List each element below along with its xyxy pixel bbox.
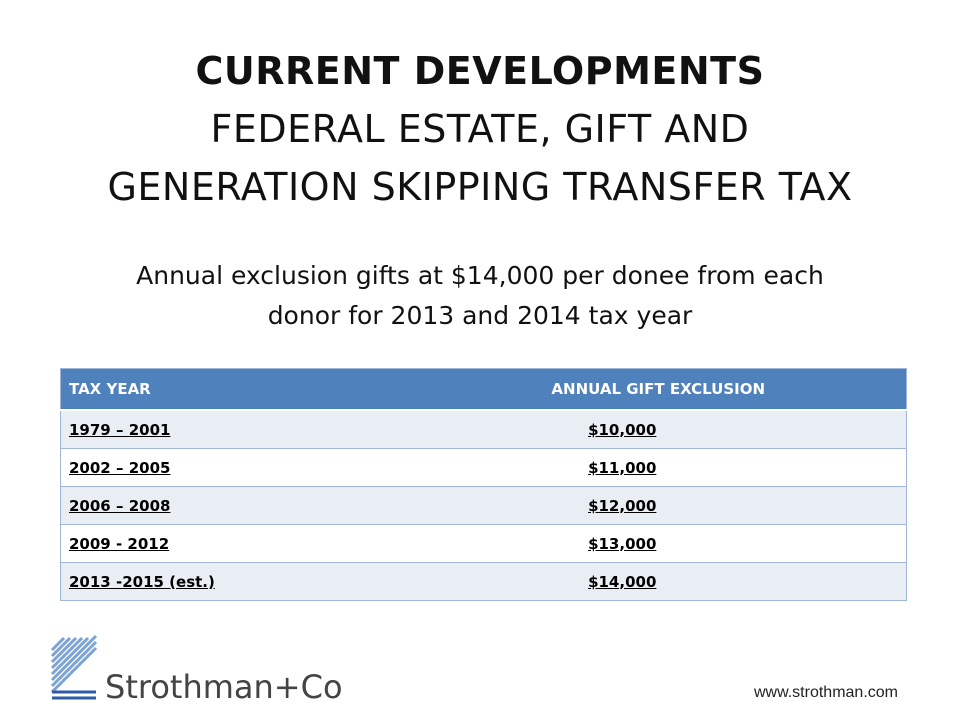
slide-subtitle: Annual exclusion gifts at $14,000 per do… xyxy=(50,256,910,336)
website-url[interactable]: www.strothman.com xyxy=(753,684,898,701)
table-row: 2009 - 2012 $13,000 xyxy=(60,524,907,563)
cell-tax-year: 1979 – 2001 xyxy=(60,409,411,449)
table-row: 2006 – 2008 $12,000 xyxy=(60,486,907,525)
table-row: 2013 -2015 (est.) $14,000 xyxy=(60,562,907,601)
cell-exclusion: $12,000 xyxy=(410,486,907,525)
cell-tax-year: 2009 - 2012 xyxy=(60,524,411,563)
table-header-row: TAX YEAR ANNUAL GIFT EXCLUSION xyxy=(60,368,907,411)
cell-tax-year: 2013 -2015 (est.) xyxy=(60,562,411,601)
cell-exclusion: $14,000 xyxy=(410,562,907,601)
header-annual-gift-exclusion: ANNUAL GIFT EXCLUSION xyxy=(410,368,907,411)
subtitle-line-2: donor for 2013 and 2014 tax year xyxy=(267,301,693,330)
title-line-1: CURRENT DEVELOPMENTS xyxy=(195,49,765,93)
title-line-3: GENERATION SKIPPING TRANSFER TAX xyxy=(107,165,853,209)
table-row: 2002 – 2005 $11,000 xyxy=(60,448,907,487)
strothman-logo-icon xyxy=(50,634,98,700)
header-tax-year: TAX YEAR xyxy=(60,368,411,411)
slide-title: CURRENT DEVELOPMENTS FEDERAL ESTATE, GIF… xyxy=(0,42,960,216)
brand-name: Strothman+Co xyxy=(105,668,343,706)
cell-tax-year: 2006 – 2008 xyxy=(60,486,411,525)
cell-exclusion: $11,000 xyxy=(410,448,907,487)
gift-exclusion-table: TAX YEAR ANNUAL GIFT EXCLUSION 1979 – 20… xyxy=(60,368,907,601)
cell-exclusion: $13,000 xyxy=(410,524,907,563)
title-line-2: FEDERAL ESTATE, GIFT AND xyxy=(210,107,750,151)
table-row: 1979 – 2001 $10,000 xyxy=(60,409,907,449)
subtitle-line-1: Annual exclusion gifts at $14,000 per do… xyxy=(136,261,824,290)
cell-exclusion: $10,000 xyxy=(410,409,907,449)
cell-tax-year: 2002 – 2005 xyxy=(60,448,411,487)
